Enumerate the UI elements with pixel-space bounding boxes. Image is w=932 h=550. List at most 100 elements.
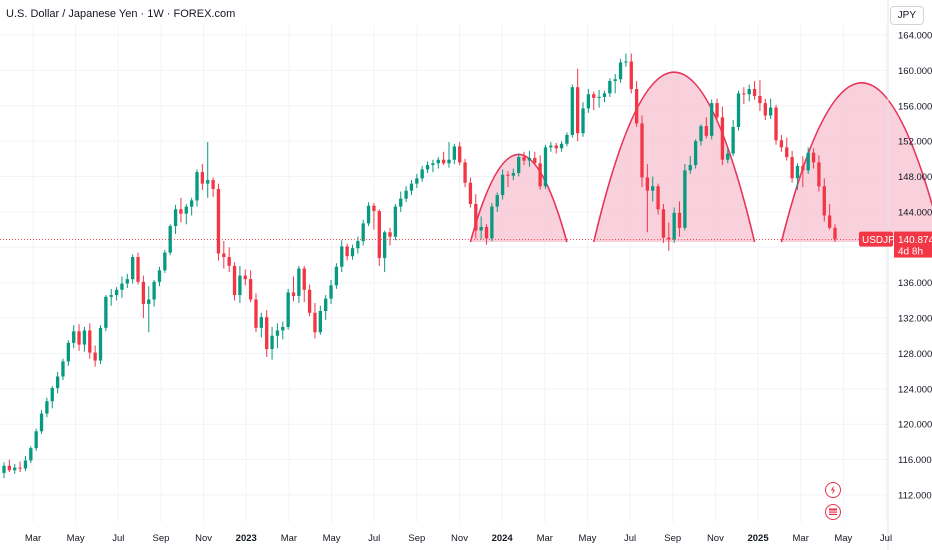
candle (441, 151, 446, 166)
x-tick-label: Sep (152, 533, 169, 544)
price-axis[interactable]: 112.000 116.000 120.000 124.000 128.000 132.0… (887, 0, 932, 550)
candle (2, 462, 6, 479)
x-tick-label: Nov (195, 533, 212, 544)
candle-body (211, 180, 215, 189)
candle-body (640, 123, 644, 178)
candle (66, 340, 70, 366)
chart-title: U.S. Dollar / Japanese Yen · 1W · FOREX.… (6, 8, 236, 20)
candle (141, 275, 146, 319)
x-tick-label: Mar (793, 533, 809, 544)
candle-body (34, 431, 38, 449)
candle-body (726, 153, 730, 160)
candle-body (769, 107, 773, 116)
candle-body (645, 177, 650, 191)
candle (629, 53, 633, 94)
candle (281, 321, 285, 340)
candle-body (173, 209, 178, 227)
candle (549, 142, 553, 152)
time-axis[interactable]: Mar May Jul Sep Nov 2023 Mar May Jul Sep Nov 2024 Ma… (25, 533, 892, 544)
y-tick-label: 160.000 (898, 66, 932, 77)
candle-body (114, 289, 119, 296)
candle (688, 156, 692, 174)
candle-body (404, 190, 408, 199)
candle (18, 461, 22, 472)
candle-body (216, 188, 221, 254)
candle (34, 428, 38, 451)
candle (227, 247, 231, 273)
candle-body (350, 248, 355, 257)
candle (93, 345, 97, 367)
candle-body (833, 227, 837, 240)
candle-body (420, 169, 424, 179)
candle (779, 134, 784, 152)
candle (667, 222, 671, 251)
candle-body (206, 180, 210, 184)
candle (7, 459, 12, 472)
candle (307, 284, 312, 317)
x-tick-label: May (578, 533, 596, 544)
candle-body (377, 211, 381, 258)
y-tick-label: 164.000 (898, 31, 932, 42)
candle-body (238, 275, 242, 296)
candle-body (817, 162, 821, 187)
candle-body (559, 143, 564, 149)
candle (206, 142, 210, 198)
candle (366, 202, 371, 227)
candle (817, 155, 821, 192)
candle (463, 158, 467, 188)
candle (592, 91, 596, 111)
candle-body (55, 376, 60, 388)
y-tick-label: 124.000 (898, 384, 932, 395)
candle-body (50, 387, 54, 402)
flash-icon[interactable] (825, 482, 841, 498)
x-tick-label: Nov (451, 533, 468, 544)
candle-body (184, 206, 188, 214)
candle-body (195, 172, 199, 201)
candle (270, 326, 274, 360)
candle-body (13, 467, 17, 471)
candle (474, 194, 478, 239)
x-tick-label: Sep (664, 533, 681, 544)
candle (248, 270, 253, 303)
arc-fill (781, 83, 932, 242)
candle-body (790, 157, 794, 179)
candle-body (98, 327, 103, 361)
currency-button[interactable]: JPY (889, 6, 924, 25)
candle-body (597, 96, 601, 98)
candle (479, 216, 483, 240)
candle (827, 203, 832, 230)
candle (602, 90, 607, 103)
candle (522, 151, 526, 166)
candle (318, 305, 322, 335)
candle (350, 244, 355, 260)
candle-body (189, 200, 194, 207)
candle (452, 143, 457, 165)
candle-body (23, 460, 28, 469)
candle (811, 148, 816, 169)
candle (495, 192, 499, 212)
candle-body (806, 152, 810, 171)
candle-body (286, 292, 290, 327)
candle-body (152, 281, 156, 300)
candle (222, 241, 226, 269)
candle-body (736, 93, 741, 127)
candle (184, 203, 188, 225)
candle (361, 219, 365, 246)
candle (833, 224, 837, 242)
candle-body (586, 94, 591, 109)
candle (286, 288, 290, 330)
candle (157, 266, 162, 287)
candle-body (479, 226, 483, 231)
calendar-flag-icon[interactable] (825, 504, 841, 520)
candle (715, 98, 719, 122)
candle (55, 372, 60, 394)
candle (415, 173, 419, 189)
x-tick-label: Jul (112, 533, 124, 544)
candle-body (822, 186, 826, 216)
candle (538, 155, 542, 190)
y-tick-label: 116.000 (898, 455, 932, 466)
candle-body (608, 81, 612, 94)
candle-body (543, 147, 548, 187)
candle-body (227, 257, 231, 266)
